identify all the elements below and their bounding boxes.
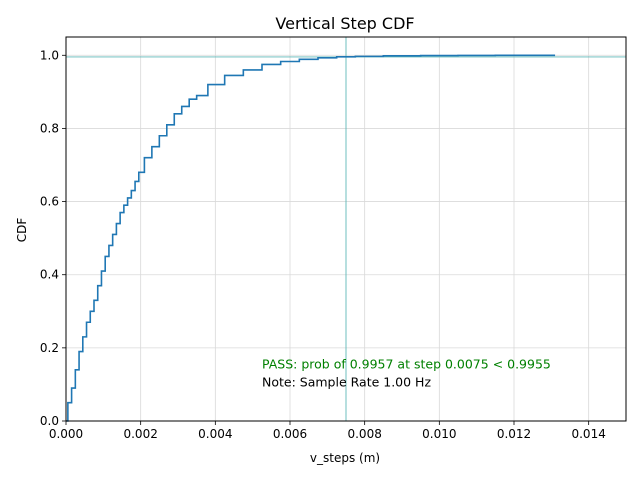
y-tick-label: 0.4 [40, 268, 59, 282]
x-axis-ticks: 0.000 0.002 0.004 0.006 0.008 0.010 0.012 0.014 [49, 421, 606, 441]
x-tick-label: 0.006 [273, 427, 307, 441]
chart-title: Vertical Step CDF [275, 14, 414, 33]
cdf-series-line [66, 54, 556, 422]
x-tick-label: 0.004 [198, 427, 232, 441]
x-tick-label: 0.000 [49, 427, 83, 441]
y-axis-ticks: 0.0 0.2 0.4 0.6 0.8 1.0 [40, 48, 66, 428]
pass-annotation: PASS: prob of 0.9957 at step 0.0075 < 0.… [262, 356, 551, 371]
x-tick-label: 0.014 [571, 427, 605, 441]
annotations: PASS: prob of 0.9957 at step 0.0075 < 0.… [262, 356, 551, 389]
plot-frame [65, 36, 627, 422]
y-tick-label: 1.0 [40, 48, 59, 62]
y-axis-label: CDF [15, 218, 29, 243]
x-tick-label: 0.010 [422, 427, 456, 441]
x-tick-label: 0.012 [497, 427, 531, 441]
x-tick-label: 0.002 [123, 427, 157, 441]
y-tick-label: 0.8 [40, 121, 59, 135]
y-tick-label: 0.0 [40, 414, 59, 428]
series-layer [66, 54, 556, 422]
note-annotation: Note: Sample Rate 1.00 Hz [262, 375, 431, 390]
x-axis-label: v_steps (m) [310, 451, 380, 465]
y-tick-label: 0.2 [40, 341, 59, 355]
x-tick-label: 0.008 [347, 427, 381, 441]
y-tick-label: 0.6 [40, 195, 59, 209]
